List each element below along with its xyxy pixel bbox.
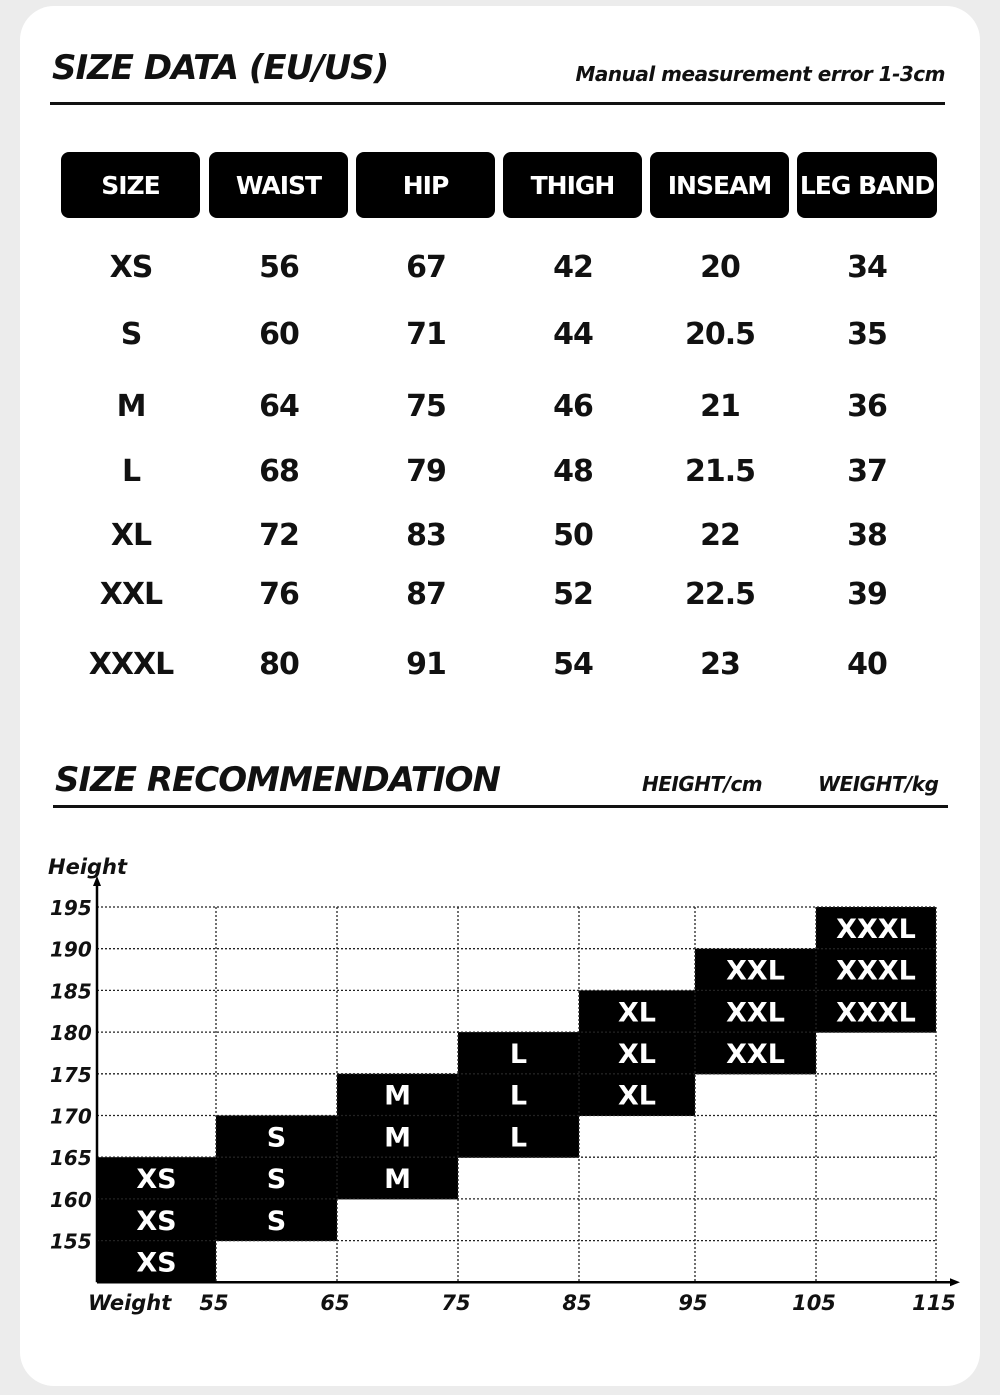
- measurement-cell: 39: [847, 577, 888, 612]
- measurement-cell: 52: [553, 577, 594, 612]
- size-label: L: [121, 454, 141, 489]
- measurement-cell: 20.5: [684, 317, 756, 352]
- size-label: XL: [110, 518, 152, 553]
- measurement-cell: 37: [847, 454, 888, 489]
- measurement-cell: 50: [553, 518, 594, 553]
- size-recommendation-title: SIZE RECOMMENDATION: [55, 760, 501, 800]
- measurement-note: Manual measurement error 1-3cm: [575, 62, 945, 86]
- measurement-cell: 79: [406, 454, 447, 489]
- measurement-cell: 56: [259, 250, 300, 285]
- measurement-cell: 21.5: [684, 454, 756, 489]
- measurement-cell: 64: [259, 389, 300, 424]
- size-label: XXXL: [88, 647, 175, 682]
- divider: [53, 805, 948, 808]
- measurement-cell: 21: [700, 389, 741, 424]
- measurement-cell: 22.5: [684, 577, 756, 612]
- measurement-cell: 83: [406, 518, 447, 553]
- column-header: WAIST: [209, 152, 348, 218]
- measurement-cell: 34: [847, 250, 888, 285]
- measurement-cell: 40: [847, 647, 888, 682]
- measurement-cell: 22: [700, 518, 741, 553]
- measurement-cell: 72: [259, 518, 300, 553]
- column-header: LEG BAND: [797, 152, 937, 218]
- measurement-cell: 67: [406, 250, 447, 285]
- measurement-cell: 76: [259, 577, 300, 612]
- measurement-cell: 68: [259, 454, 300, 489]
- column-header: HIP: [356, 152, 495, 218]
- measurement-cell: 75: [406, 389, 447, 424]
- measurement-cell: 20: [700, 250, 741, 285]
- measurement-cell: 60: [259, 317, 300, 352]
- measurement-cell: 71: [406, 317, 447, 352]
- column-header: SIZE: [61, 152, 200, 218]
- column-header: INSEAM: [650, 152, 789, 218]
- size-data-title: SIZE DATA (EU/US): [52, 48, 389, 88]
- measurement-cell: 23: [700, 647, 741, 682]
- weight-unit-label: WEIGHT/kg: [818, 772, 939, 796]
- measurement-cell: 35: [847, 317, 888, 352]
- size-label: S: [120, 317, 143, 352]
- measurement-cell: 36: [847, 389, 888, 424]
- measurement-cell: 54: [553, 647, 594, 682]
- size-label: M: [116, 389, 147, 424]
- column-header: THIGH: [503, 152, 642, 218]
- measurement-cell: 80: [259, 647, 300, 682]
- size-label: XXL: [99, 577, 163, 612]
- measurement-cell: 38: [847, 518, 888, 553]
- measurement-cell: 46: [553, 389, 594, 424]
- measurement-cell: 87: [406, 577, 447, 612]
- measurement-cell: 48: [553, 454, 594, 489]
- size-label: XS: [109, 250, 154, 285]
- measurement-cell: 91: [406, 647, 447, 682]
- height-unit-label: HEIGHT/cm: [642, 772, 763, 796]
- measurement-cell: 42: [553, 250, 594, 285]
- divider: [50, 102, 945, 105]
- measurement-cell: 44: [553, 317, 594, 352]
